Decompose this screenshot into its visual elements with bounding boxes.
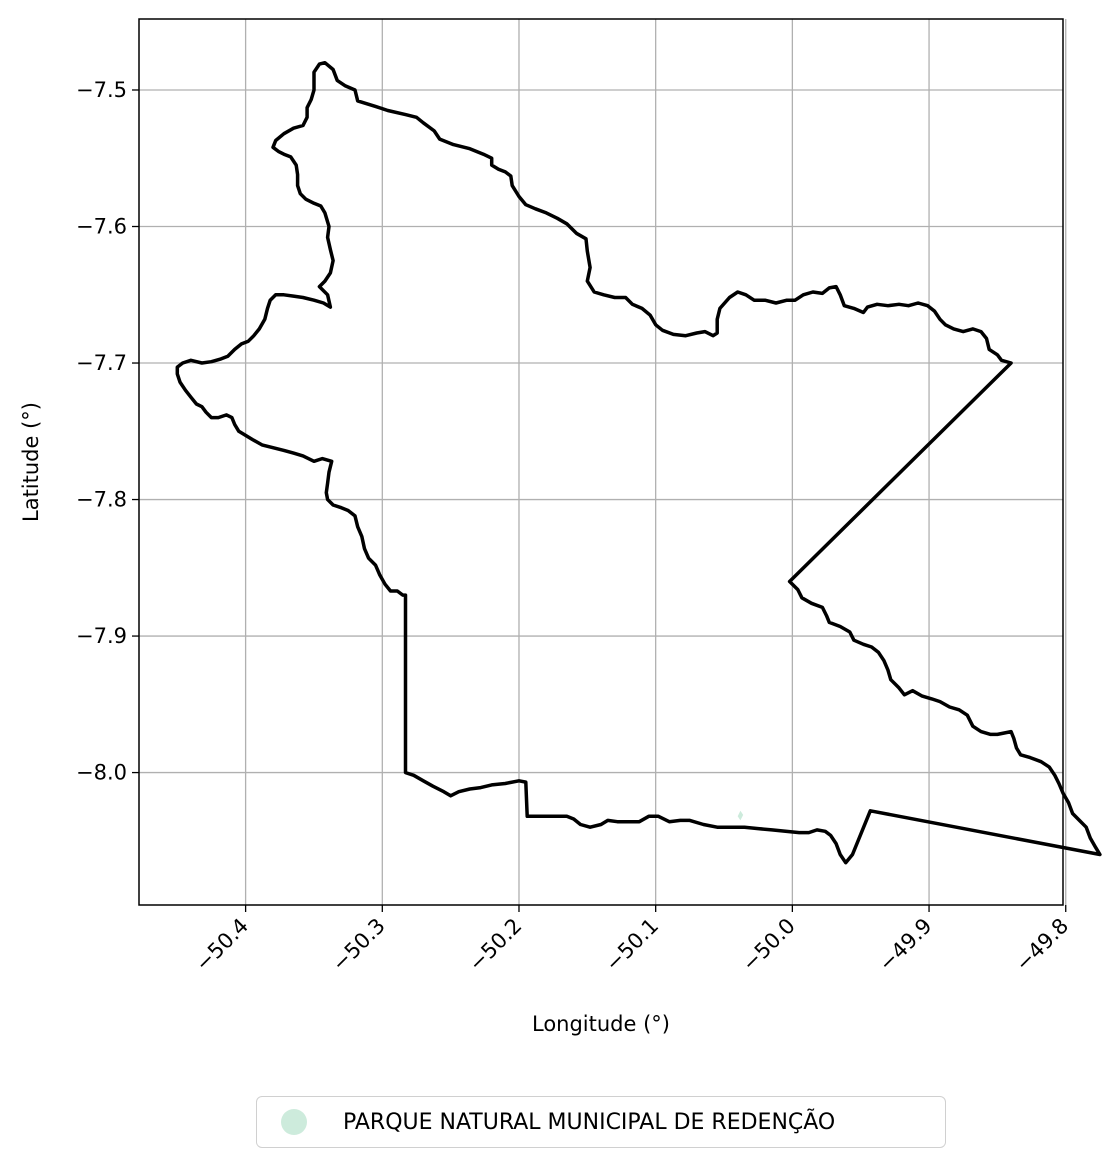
x-tick-label: −50.2 <box>464 914 526 976</box>
y-tick-label: −7.7 <box>76 351 127 375</box>
y-axis-label: Latitude (°) <box>19 402 43 522</box>
y-tick-label: −7.5 <box>76 78 127 102</box>
y-tick-label: −7.6 <box>76 215 127 239</box>
x-tick-label: −49.8 <box>1011 914 1073 976</box>
x-tick-label: −49.9 <box>874 914 936 976</box>
park-area-layer <box>738 811 744 821</box>
x-tick-label: −50.1 <box>601 914 663 976</box>
y-tick-label: −7.9 <box>76 624 127 648</box>
x-axis-label: Longitude (°) <box>532 1012 670 1036</box>
legend-marker-park <box>281 1109 307 1135</box>
x-tick-label: −50.3 <box>327 914 389 976</box>
x-ticks: −50.4 −50.3 −50.2 −50.1 −50.0 −49.9 −49.8 <box>191 905 1074 976</box>
municipality-boundary <box>177 63 1100 863</box>
legend-label-park: PARQUE NATURAL MUNICIPAL DE REDENÇÃO <box>343 1110 835 1135</box>
y-tick-label: −8.0 <box>76 761 127 785</box>
legend: PARQUE NATURAL MUNICIPAL DE REDENÇÃO <box>256 1096 946 1148</box>
x-tick-label: −50.4 <box>191 914 253 976</box>
x-tick-label: −50.0 <box>737 914 799 976</box>
y-ticks: −7.5 −7.6 −7.7 −7.8 −7.9 −8.0 <box>76 78 139 785</box>
y-tick-label: −7.8 <box>76 488 127 512</box>
municipality-boundary-layer <box>177 63 1100 863</box>
park-area <box>738 811 744 821</box>
